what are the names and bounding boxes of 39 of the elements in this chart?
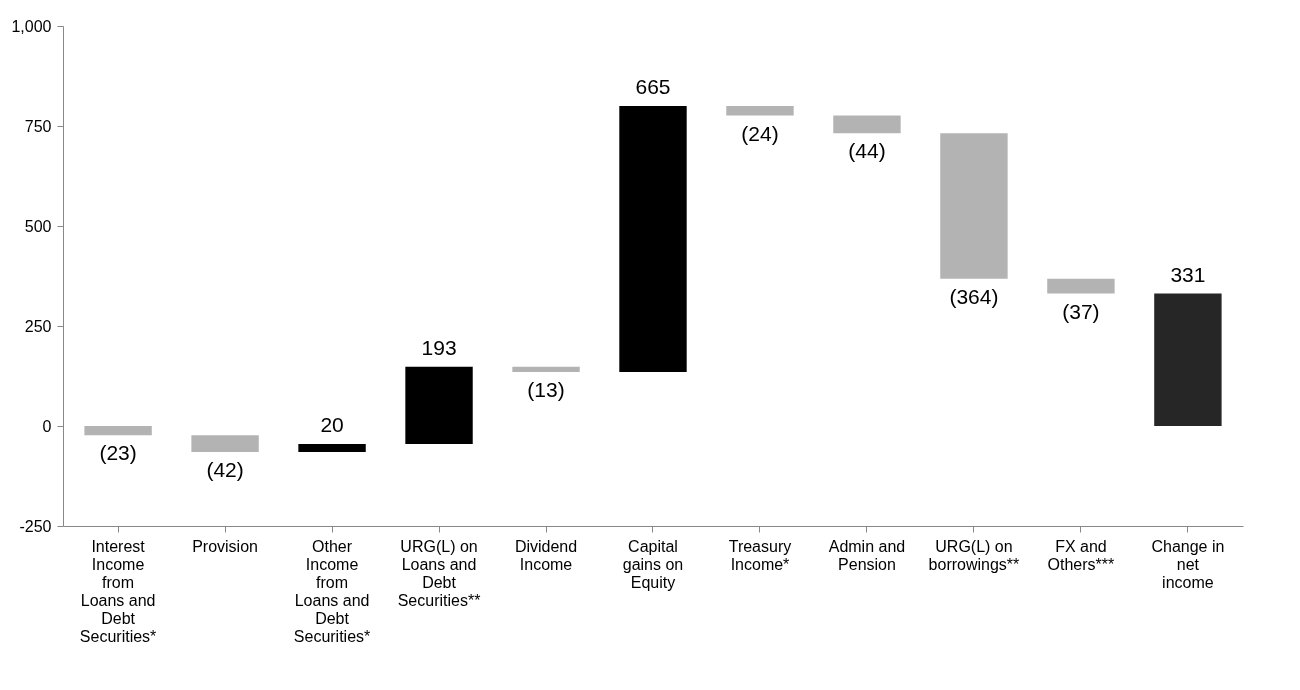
data-label: (364): [949, 284, 999, 308]
x-tick-label: Other Income from Loans and Debt Securities*: [293, 537, 371, 645]
x-tick-label: Admin and Pension: [828, 537, 906, 573]
x-tick-label: Capital gains on Equity: [622, 537, 684, 591]
y-tick-label: 500: [24, 217, 52, 235]
y-tick-label: 1,000: [11, 17, 52, 35]
data-label: 665: [635, 75, 671, 98]
bar: [940, 133, 1008, 279]
x-tick-label: Change in net income: [1151, 537, 1225, 591]
x-tick-label: Treasury Income*: [728, 537, 792, 573]
data-label: 193: [421, 335, 457, 359]
bar: [405, 366, 473, 444]
bar: [726, 106, 794, 116]
x-tick-label: Dividend Income: [514, 537, 578, 573]
bar: [1154, 293, 1222, 426]
bar: [1047, 278, 1115, 294]
bar: [512, 366, 580, 372]
data-label: (42): [206, 458, 244, 481]
data-label: (37): [1062, 299, 1100, 323]
x-tick-label: Provision: [192, 537, 258, 555]
y-tick-label: 250: [24, 317, 52, 335]
bar: [833, 115, 901, 134]
bar: [191, 435, 259, 452]
data-label: (23): [99, 441, 137, 465]
data-label: (13): [527, 378, 565, 401]
bar: [619, 106, 687, 372]
data-label: 20: [320, 413, 344, 436]
data-label: (24): [741, 121, 779, 145]
bar: [84, 426, 152, 436]
bar: [298, 444, 366, 452]
x-tick-label: Interest Income from Loans and Debt Securities*: [79, 537, 157, 645]
y-tick-label: 750: [24, 117, 52, 135]
y-tick-label: 0: [42, 417, 52, 435]
x-tick-label: URG(L) on Loans and Debt Securities**: [397, 537, 481, 609]
y-tick-label: -250: [19, 517, 52, 535]
x-tick-label: URG(L) on borrowings**: [928, 537, 1020, 573]
data-label: (44): [848, 139, 886, 163]
data-label: 331: [1170, 262, 1206, 286]
x-tick-label: FX and Others***: [1047, 537, 1115, 573]
